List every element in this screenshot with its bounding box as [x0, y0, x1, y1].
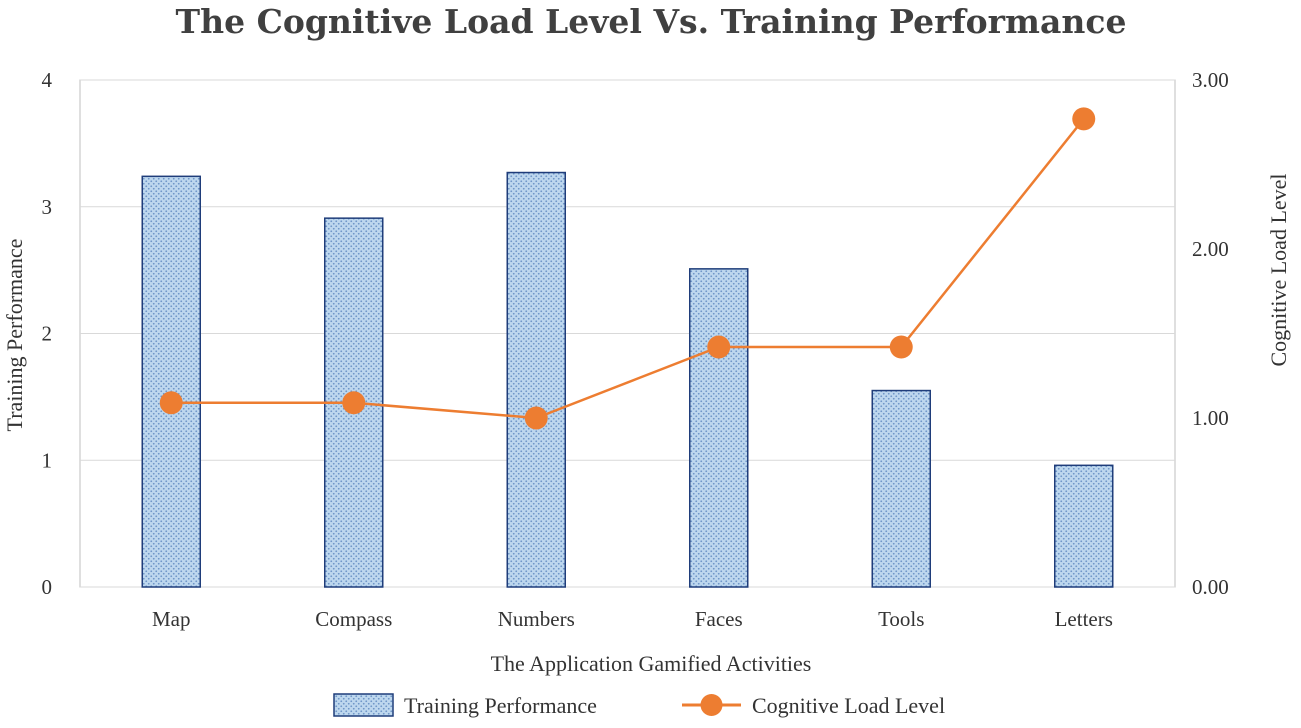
category-label: Letters [1055, 607, 1113, 631]
x-axis-ticks: Map Compass Numbers Faces Tools Letters [152, 607, 1113, 631]
x-axis-label: The Application Gamified Activities [491, 651, 812, 676]
left-axis-ticks: 0 1 2 3 4 [42, 68, 53, 599]
point-faces [707, 335, 731, 359]
right-axis-ticks: 0.00 1.00 2.00 3.00 [1192, 68, 1229, 599]
right-tick-label: 3.00 [1192, 68, 1229, 92]
category-label: Compass [315, 607, 392, 631]
bar-tools [871, 389, 931, 588]
point-compass [342, 391, 366, 415]
right-axis-label: Cognitive Load Level [1266, 173, 1291, 366]
bar-faces [689, 268, 749, 588]
point-numbers [524, 406, 548, 430]
cognitive-load-line [171, 118, 1085, 420]
gridlines [80, 79, 1175, 588]
legend-label-training-performance: Training Performance [404, 693, 597, 718]
left-tick-label: 0 [42, 575, 53, 599]
chart-title: The Cognitive Load Level Vs. Training Pe… [176, 2, 1127, 41]
category-label: Faces [695, 607, 743, 631]
left-axis-label: Training Performance [2, 239, 27, 432]
legend-marker-swatch [700, 694, 723, 716]
left-tick-label: 2 [42, 322, 53, 346]
bar-letters [1054, 464, 1114, 588]
bar-numbers [506, 171, 566, 588]
bar-series [141, 171, 1114, 588]
point-letters [1072, 107, 1096, 131]
point-tools [889, 335, 913, 359]
right-tick-label: 0.00 [1192, 575, 1229, 599]
category-label: Numbers [498, 607, 575, 631]
legend-bar-swatch [333, 693, 394, 717]
right-tick-label: 2.00 [1192, 237, 1229, 261]
right-tick-label: 1.00 [1192, 406, 1229, 430]
legend: Training Performance Cognitive Load Leve… [333, 693, 945, 718]
category-label: Map [152, 607, 191, 631]
left-tick-label: 3 [42, 195, 53, 219]
left-tick-label: 1 [42, 448, 53, 472]
legend-label-cognitive-load: Cognitive Load Level [752, 693, 945, 718]
category-label: Tools [878, 607, 924, 631]
left-tick-label: 4 [42, 68, 53, 92]
line-series [159, 107, 1096, 430]
bar-map [141, 175, 201, 588]
point-map [159, 391, 183, 415]
